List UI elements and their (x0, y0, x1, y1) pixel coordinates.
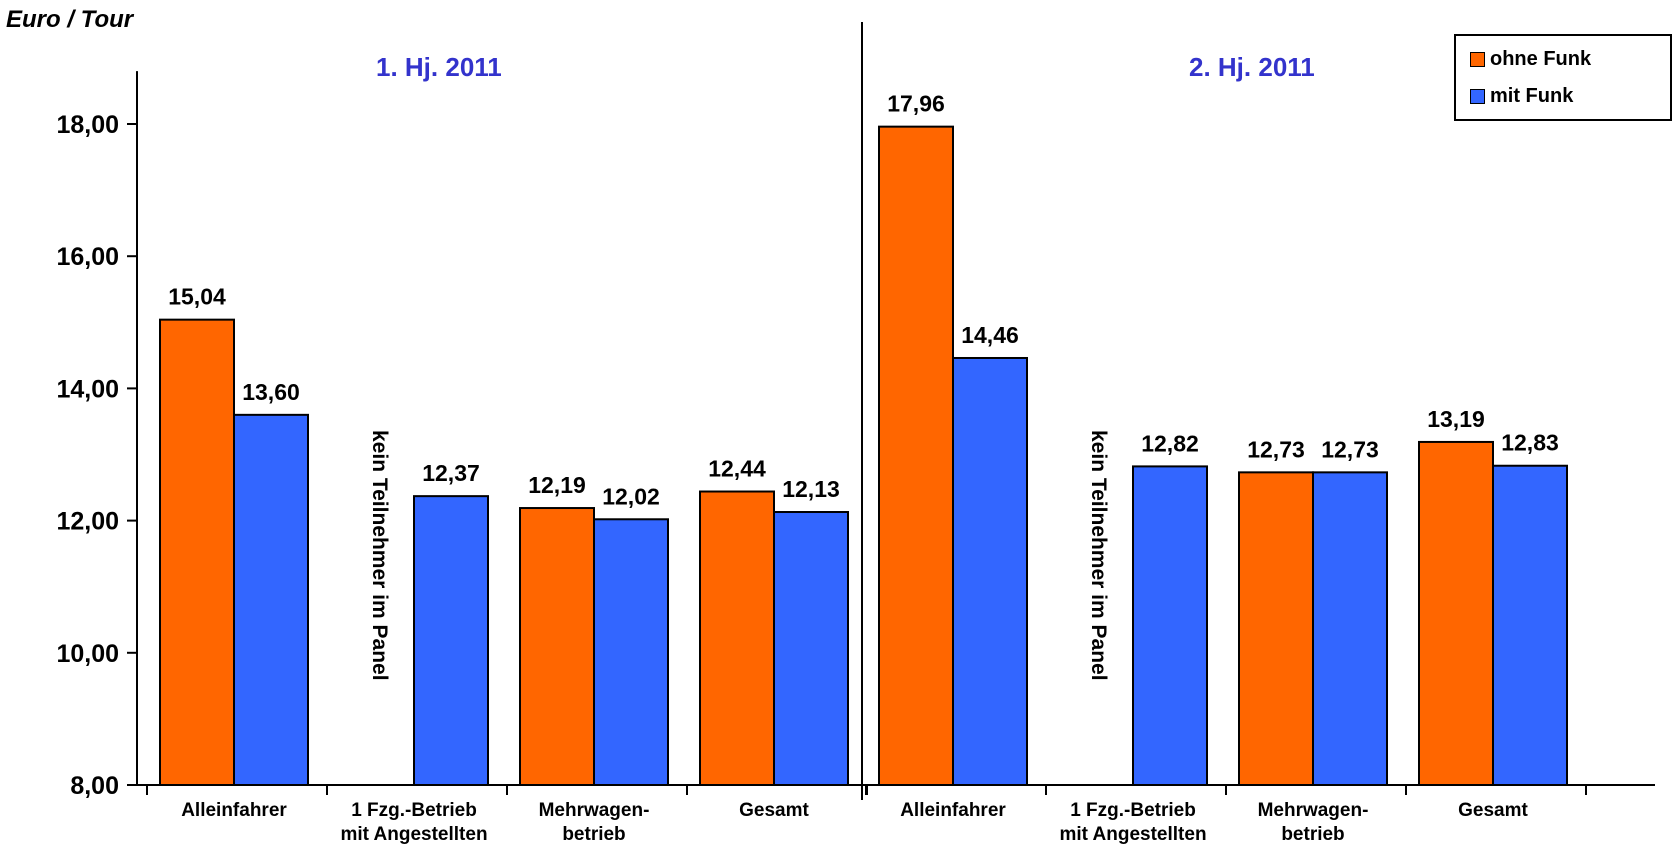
bar-mit-funk (413, 495, 489, 786)
x-tick-label: 1 Fzg.-Betrieb (1070, 800, 1196, 821)
y-tick-label: 18,00 (56, 111, 119, 139)
x-tick-label: Alleinfahrer (900, 800, 1006, 821)
x-tick-label: betrieb (1281, 824, 1344, 845)
bar-ohne-funk (699, 490, 775, 786)
data-label: 12,73 (1247, 436, 1305, 462)
x-tick-label: mit Angestellten (1059, 824, 1206, 845)
x-tick-label: betrieb (562, 824, 625, 845)
half-title-2: 2. Hj. 2011 (1189, 52, 1315, 82)
data-label: 12,82 (1141, 430, 1199, 456)
legend-swatch-mit-funk (1470, 88, 1485, 104)
bar-mit-funk (1312, 471, 1388, 786)
x-tick-label: Gesamt (739, 800, 809, 821)
data-label: 12,73 (1321, 436, 1379, 462)
legend-label-ohne-funk: ohne Funk (1490, 47, 1592, 70)
bar-ohne-funk (159, 318, 235, 786)
y-tick-label: 14,00 (56, 375, 119, 403)
x-tick-label: Alleinfahrer (181, 800, 287, 821)
data-label: 13,19 (1427, 406, 1485, 432)
bar-mit-funk (233, 413, 309, 786)
data-label: 14,46 (961, 322, 1019, 348)
half-title-1: 1. Hj. 2011 (376, 52, 502, 82)
x-tick-label: Gesamt (1458, 800, 1528, 821)
data-label: 12,19 (528, 472, 586, 498)
data-label: 12,37 (422, 460, 480, 486)
y-tick-label: 12,00 (56, 508, 119, 536)
legend-item-ohne-funk: ohne Funk (1470, 46, 1591, 72)
bar-mit-funk (1132, 465, 1208, 786)
bar-ohne-funk (1418, 440, 1494, 786)
legend-item-mit-funk: mit Funk (1470, 83, 1573, 109)
bar-mit-funk (1492, 464, 1568, 786)
bar-mit-funk (593, 518, 669, 786)
bar-ohne-funk (878, 125, 954, 787)
x-tick-label: Mehrwagen- (1258, 800, 1369, 821)
data-label: 15,04 (168, 284, 226, 310)
x-tick-label: 1 Fzg.-Betrieb (351, 800, 477, 821)
bar-mit-funk (952, 356, 1028, 786)
y-axis-title: Euro / Tour (6, 6, 134, 33)
no-participant-annotation: kein Teilnehmer im Panel (368, 430, 391, 681)
data-label: 12,02 (602, 483, 660, 509)
bar-ohne-funk (519, 507, 595, 786)
data-label: 12,83 (1501, 430, 1559, 456)
data-label: 17,96 (887, 91, 945, 117)
x-tick-label: Mehrwagen- (539, 800, 650, 821)
legend: ohne Funk mit Funk (1454, 34, 1672, 121)
data-label: 12,44 (708, 456, 766, 482)
bar-mit-funk (773, 511, 849, 787)
no-participant-annotation: kein Teilnehmer im Panel (1087, 430, 1110, 681)
y-tick-label: 8,00 (70, 772, 119, 800)
legend-label-mit-funk: mit Funk (1490, 84, 1574, 107)
data-label: 13,60 (242, 379, 300, 405)
legend-swatch-ohne-funk (1470, 51, 1485, 67)
y-tick-label: 10,00 (56, 640, 119, 668)
y-tick-label: 16,00 (56, 243, 119, 271)
bar-ohne-funk (1238, 471, 1314, 786)
x-tick-label: mit Angestellten (340, 824, 487, 845)
data-label: 12,13 (782, 476, 840, 502)
